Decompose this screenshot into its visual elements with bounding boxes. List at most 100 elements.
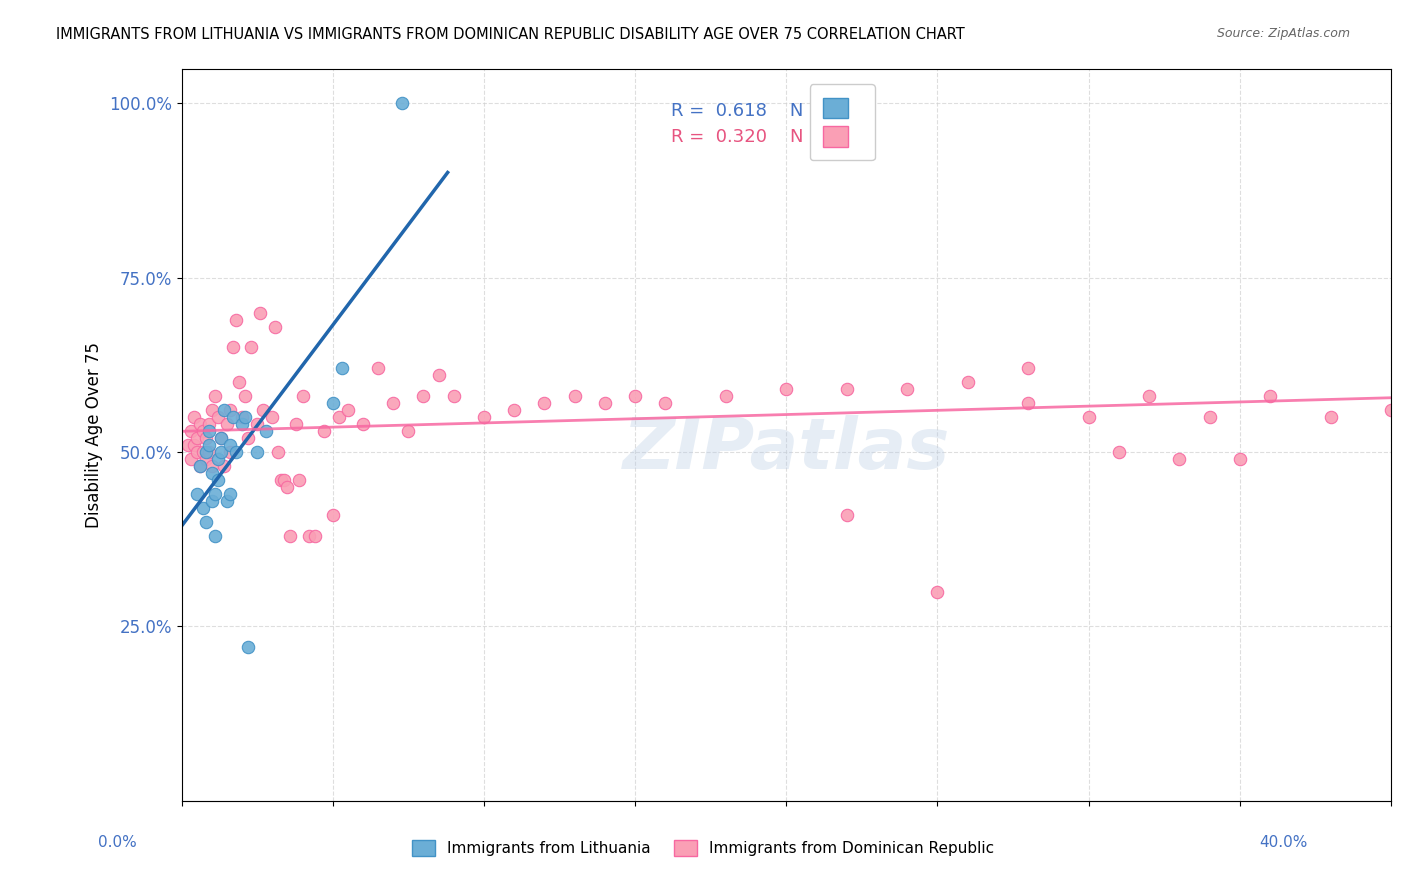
Point	[443, 389, 465, 403]
Text: Source: ZipAtlas.com: Source: ZipAtlas.com	[1216, 27, 1350, 40]
Point	[427, 368, 450, 383]
Point	[225, 445, 247, 459]
Point	[194, 431, 217, 445]
Point	[322, 396, 344, 410]
Point	[204, 529, 226, 543]
Text: R =  0.320    N = 83: R = 0.320 N = 83	[672, 128, 853, 145]
Point	[219, 487, 242, 501]
Point	[714, 389, 737, 403]
Point	[336, 403, 359, 417]
Point	[1137, 389, 1160, 403]
Point	[322, 508, 344, 522]
Text: ZIPatlas: ZIPatlas	[623, 415, 950, 483]
Point	[197, 438, 219, 452]
Point	[654, 396, 676, 410]
Point	[246, 445, 269, 459]
Point	[207, 410, 229, 425]
Point	[291, 389, 314, 403]
Point	[194, 445, 217, 459]
Point	[835, 382, 858, 396]
Point	[624, 389, 647, 403]
Point	[180, 424, 202, 438]
Point	[188, 458, 211, 473]
Point	[412, 389, 434, 403]
Point	[285, 417, 308, 432]
Point	[775, 382, 797, 396]
Point	[252, 403, 274, 417]
Point	[1077, 410, 1099, 425]
Point	[1319, 410, 1341, 425]
Point	[328, 410, 350, 425]
Point	[186, 487, 208, 501]
Point	[186, 431, 208, 445]
Point	[219, 445, 242, 459]
Point	[288, 473, 311, 487]
Point	[330, 361, 353, 376]
Point	[201, 403, 224, 417]
Point	[927, 584, 949, 599]
Point	[896, 382, 918, 396]
Point	[231, 410, 253, 425]
Point	[391, 96, 413, 111]
Point	[367, 361, 389, 376]
Point	[249, 305, 271, 319]
Point	[183, 438, 205, 452]
Point	[209, 431, 232, 445]
Point	[593, 396, 616, 410]
Point	[209, 431, 232, 445]
Point	[194, 515, 217, 529]
Text: 0.0%: 0.0%	[98, 836, 138, 850]
Point	[225, 312, 247, 326]
Point	[201, 458, 224, 473]
Point	[262, 410, 284, 425]
Point	[1168, 452, 1191, 467]
Point	[382, 396, 405, 410]
Point	[312, 424, 335, 438]
Point	[197, 445, 219, 459]
Point	[1108, 445, 1130, 459]
Point	[233, 410, 256, 425]
Legend: , : ,	[810, 84, 875, 160]
Point	[1017, 361, 1039, 376]
Point	[236, 640, 259, 655]
Point	[219, 438, 242, 452]
Point	[1379, 403, 1402, 417]
Point	[180, 452, 202, 467]
Point	[204, 487, 226, 501]
Point	[194, 452, 217, 467]
Point	[352, 417, 374, 432]
Point	[396, 424, 419, 438]
Point	[564, 389, 586, 403]
Point	[280, 529, 302, 543]
Point	[533, 396, 555, 410]
Point	[246, 417, 269, 432]
Point	[219, 403, 242, 417]
Point	[835, 508, 858, 522]
Point	[209, 445, 232, 459]
Point	[207, 452, 229, 467]
Point	[191, 445, 214, 459]
Point	[1229, 452, 1251, 467]
Point	[254, 424, 277, 438]
Point	[191, 500, 214, 515]
Point	[956, 376, 979, 390]
Point	[222, 341, 245, 355]
Point	[1017, 396, 1039, 410]
Point	[191, 424, 214, 438]
Point	[197, 424, 219, 438]
Point	[1258, 389, 1281, 403]
Point	[1198, 410, 1220, 425]
Point	[215, 494, 238, 508]
Point	[231, 417, 253, 432]
Point	[233, 389, 256, 403]
Y-axis label: Disability Age Over 75: Disability Age Over 75	[86, 342, 103, 528]
Point	[503, 403, 526, 417]
Point	[276, 480, 298, 494]
Point	[207, 473, 229, 487]
Text: R =  0.618    N = 29: R = 0.618 N = 29	[672, 102, 853, 120]
Point	[176, 438, 198, 452]
Point	[267, 445, 290, 459]
Point	[201, 466, 224, 480]
Point	[204, 389, 226, 403]
Point	[222, 410, 245, 425]
